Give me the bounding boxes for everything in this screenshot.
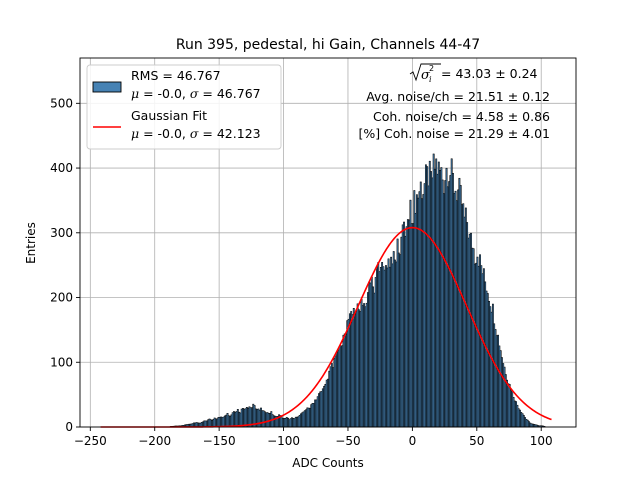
y-tick-label: 200 bbox=[50, 291, 73, 305]
x-tick-label: −100 bbox=[267, 434, 300, 448]
x-axis-label: ADC Counts bbox=[292, 456, 364, 470]
x-tick-label: 100 bbox=[530, 434, 553, 448]
sqrt-sigma-symbol: σ 2 i bbox=[409, 63, 441, 84]
legend-rms-mu-symbol: μ bbox=[131, 86, 139, 101]
chart-title: Run 395, pedestal, hi Gain, Channels 44-… bbox=[176, 37, 480, 53]
histogram-bars bbox=[169, 153, 546, 428]
x-tick-label: 0 bbox=[409, 434, 417, 448]
y-tick-label: 400 bbox=[50, 161, 73, 175]
x-tick-label: −150 bbox=[203, 434, 236, 448]
y-axis-label: Entries bbox=[24, 222, 38, 264]
plot-frame bbox=[79, 57, 577, 428]
svg-text:σ: σ bbox=[421, 68, 431, 83]
svg-text:2: 2 bbox=[429, 64, 434, 73]
x-axis-ticks: −250 −200 −150 −100 −50 0 50 100 bbox=[74, 427, 553, 448]
y-tick-label: 500 bbox=[50, 96, 73, 110]
x-tick-label: −250 bbox=[74, 434, 107, 448]
avg-noise-text: Avg. noise/ch = 21.51 ± 0.12 bbox=[366, 89, 550, 104]
legend-fit-params: μ = -0.0, σ = 42.123 bbox=[131, 126, 261, 141]
legend-rms-label: RMS = 46.767 bbox=[131, 68, 221, 83]
y-tick-label: 100 bbox=[50, 355, 73, 369]
legend-fit-mu-text: = -0.0, bbox=[139, 126, 190, 141]
noise-annotations: σ 2 i = 43.03 ± 0.24 Avg. noise/ch = 21.… bbox=[358, 63, 550, 141]
legend-box bbox=[86, 64, 282, 150]
coh-noise-text: Coh. noise/ch = 4.58 ± 0.86 bbox=[373, 109, 550, 124]
x-tick-label: −200 bbox=[138, 434, 171, 448]
legend-fit-sigma-symbol: σ bbox=[190, 126, 199, 141]
svg-text:i: i bbox=[429, 75, 432, 84]
legend-rms-params: μ = -0.0, σ = 46.767 bbox=[131, 86, 261, 101]
legend-rms-sigma-text: = 46.767 bbox=[198, 86, 260, 101]
y-tick-label: 0 bbox=[65, 420, 73, 434]
x-tick-label: 50 bbox=[469, 434, 484, 448]
legend-fit-sigma-text: = 42.123 bbox=[198, 126, 260, 141]
legend-rms-mu-text: = -0.0, bbox=[139, 86, 190, 101]
legend-fit-mu-symbol: μ bbox=[131, 126, 139, 141]
legend: RMS = 46.767 μ = -0.0, σ = 46.767 Gaussi… bbox=[86, 64, 282, 150]
sigma-sum-value: = 43.03 ± 0.24 bbox=[441, 66, 538, 81]
legend-fit-label: Gaussian Fit bbox=[131, 108, 207, 123]
legend-rms-swatch bbox=[92, 81, 122, 93]
y-axis-ticks: 0 100 200 300 400 500 bbox=[50, 96, 80, 434]
legend-rms-sigma-symbol: σ bbox=[190, 86, 199, 101]
y-tick-label: 300 bbox=[50, 226, 73, 240]
pct-coh-noise-text: [%] Coh. noise = 21.29 ± 4.01 bbox=[358, 126, 550, 141]
x-tick-label: −50 bbox=[335, 434, 360, 448]
